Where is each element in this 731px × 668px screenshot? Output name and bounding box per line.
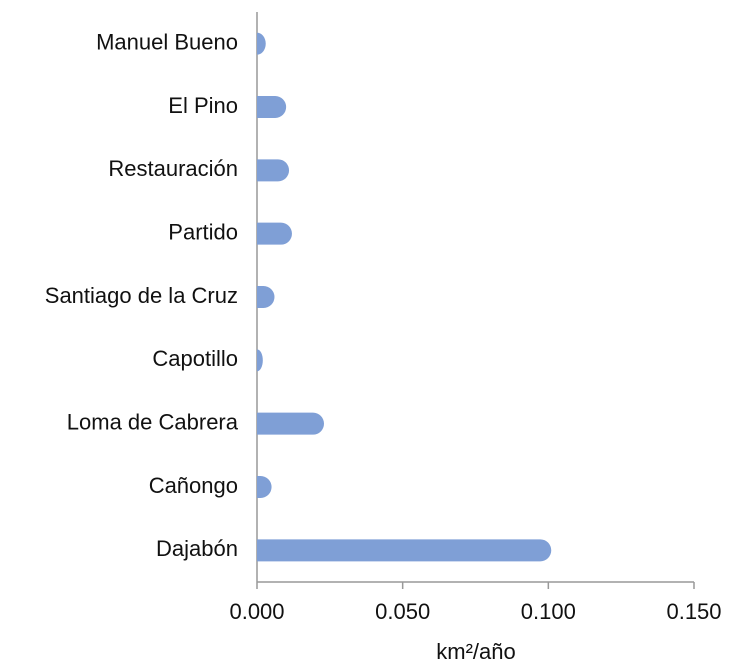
bar [257,286,275,308]
y-tick-label: Partido [168,219,238,244]
x-axis-label: km²/año [436,639,515,664]
bar [257,539,552,562]
bar [257,476,272,498]
x-tick-label: 0.150 [666,599,721,624]
bar [257,349,263,372]
x-tick-label: 0.000 [229,599,284,624]
y-tick-label: Capotillo [152,346,238,371]
bar [257,96,287,118]
bar [257,159,290,182]
bar [257,222,292,245]
bar [257,32,266,55]
y-tick-label: Restauración [108,156,238,181]
y-tick-label: Loma de Cabrera [67,409,239,434]
y-tick-label: Manuel Bueno [96,29,238,54]
x-tick-label: 0.050 [375,599,430,624]
x-tick-label: 0.100 [521,599,576,624]
y-tick-label: El Pino [168,93,238,118]
y-tick-label: Dajabón [156,536,238,561]
bar [257,412,325,435]
y-tick-label: Santiago de la Cruz [45,283,238,308]
y-tick-label: Cañongo [149,473,238,498]
